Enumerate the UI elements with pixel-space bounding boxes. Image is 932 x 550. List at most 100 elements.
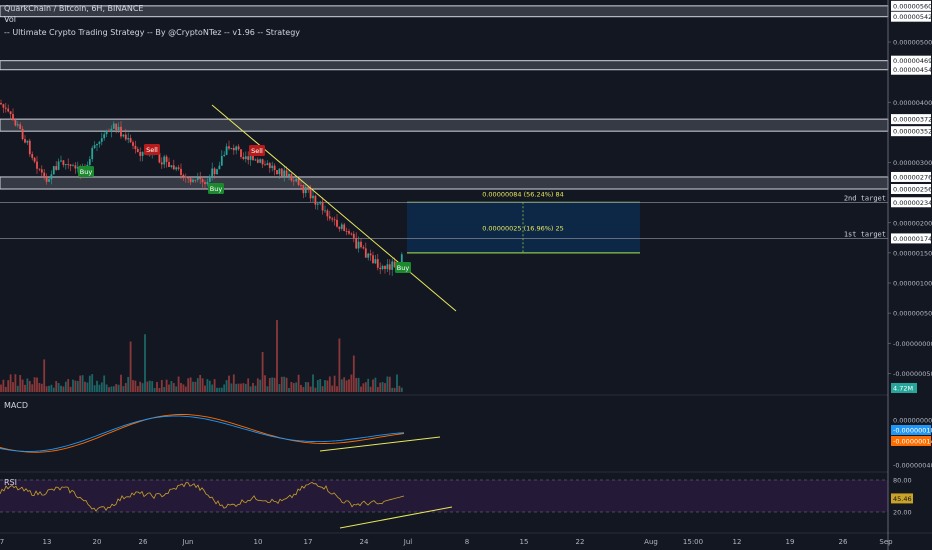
candle-body-58: [139, 151, 142, 156]
candle-body-114: [273, 165, 276, 171]
time-tick-1: 13: [43, 538, 52, 546]
candle-body-99: [237, 146, 240, 150]
candle-body-44: [105, 130, 108, 135]
candle-body-46: [110, 128, 113, 132]
volume-bar-44: [105, 384, 108, 392]
time-tick-2: 20: [93, 538, 102, 546]
volume-bar-39: [93, 385, 96, 392]
rsi-divergence-line: [339, 506, 453, 529]
candle-body-2: [4, 107, 7, 109]
volume-bar-118: [283, 376, 286, 392]
volume-bar-56: [134, 380, 137, 392]
candle-body-5: [12, 114, 14, 120]
candle-body-124: [297, 178, 300, 185]
volume-bar-163: [391, 387, 394, 392]
volume-bar-61: [146, 381, 149, 392]
time-tick-8: Jul: [403, 538, 413, 546]
time-axis[interactable]: 7 13 20 26 Jun 10 17 24 Jul 8 15 22 Aug 15:00 12 19 26 Se…: [0, 538, 893, 546]
volume-bar-139: [333, 375, 336, 392]
macd-tick-2: -0.00000014: [893, 438, 932, 446]
signal-buy-4: [208, 183, 224, 194]
volume-bar-125: [300, 384, 302, 392]
volume-bar-151: [362, 383, 365, 392]
price-tick-10: 0.00000256: [893, 186, 932, 194]
volume-bar-150: [360, 386, 362, 392]
candle-body-152: [364, 248, 367, 258]
price-tag-bg-10: [891, 184, 931, 195]
volume-bar-7: [16, 385, 19, 392]
candle-body-147: [352, 233, 355, 238]
candle-body-96: [230, 147, 233, 149]
candle-body-157: [376, 259, 379, 268]
candle-body-89: [213, 168, 216, 175]
candle-body-126: [302, 185, 305, 194]
volume-bar-129: [309, 386, 312, 392]
volume-bar-165: [396, 374, 398, 392]
volume-bar-78: [187, 378, 190, 392]
candle-body-67: [160, 162, 163, 165]
candle-body-9: [21, 128, 24, 140]
volume-bar-21: [50, 384, 53, 392]
price-tag-bg-6: [891, 114, 931, 125]
volume-bar-24: [57, 383, 60, 392]
price-tag-bg-11: [891, 197, 931, 208]
volume-bar-131: [314, 387, 317, 392]
volume-bar-23: [55, 381, 58, 392]
volume-bar-70: [168, 384, 170, 392]
price-tick-12: 0.00000200: [893, 219, 932, 227]
volume-bar-28: [67, 379, 70, 392]
candle-body-19: [45, 176, 48, 182]
candle-body-85: [204, 182, 206, 185]
candle-body-72: [172, 165, 175, 170]
candle-body-69: [165, 156, 168, 162]
volume-bars: [0, 320, 403, 392]
candle-body-18: [43, 172, 46, 177]
volume-bar-107: [256, 378, 259, 392]
candle-body-32: [76, 167, 79, 169]
candle-body-163: [391, 261, 394, 270]
volume-bar-113: [271, 377, 274, 392]
candle-body-110: [264, 164, 266, 166]
candle-body-94: [225, 146, 228, 155]
volume-bar-92: [220, 387, 223, 392]
volume-bar-162: [388, 376, 391, 392]
volume-bar-88: [211, 384, 214, 392]
candle-body-108: [259, 159, 262, 163]
volume-bar-6: [14, 374, 17, 392]
rsi-line: [0, 482, 405, 512]
volume-bar-4: [9, 374, 12, 392]
volume-bar-43: [103, 375, 106, 392]
price-tag-bg-1: [891, 11, 931, 22]
candle-body-90: [216, 169, 218, 175]
volume-bar-63: [151, 381, 154, 392]
volume-bar-46: [110, 386, 113, 392]
volume-bar-137: [328, 376, 331, 392]
candle-body-12: [28, 140, 31, 155]
candle-body-151: [362, 247, 365, 249]
candle-body-37: [88, 159, 91, 165]
price-tick-6: 0.00000372: [893, 116, 932, 124]
price-tick-18: -0.00000050: [893, 370, 932, 378]
macd-divergence-line: [319, 436, 441, 452]
volume-bar-27: [64, 381, 67, 392]
candle-body-101: [242, 156, 245, 159]
candle-body-143: [343, 224, 346, 232]
candle-body-107: [256, 159, 259, 163]
volume-bar-152: [364, 382, 367, 392]
candle-body-154: [369, 253, 372, 256]
time-tick-5: 10: [254, 538, 263, 546]
volume-bar-11: [26, 378, 29, 392]
volume-bar-30: [72, 379, 74, 392]
time-tick-15: 19: [786, 538, 795, 546]
candle-body-113: [271, 165, 274, 168]
candle-body-84: [201, 179, 204, 183]
volume-bar-25: [60, 385, 62, 392]
volume-bar-126: [302, 387, 305, 392]
volume-bar-40: [96, 380, 98, 392]
volume-bar-110: [264, 375, 266, 392]
volume-bar-10: [24, 384, 26, 392]
rsi-tick-0: 80.00: [893, 477, 912, 485]
volume-bar-145: [348, 379, 350, 392]
